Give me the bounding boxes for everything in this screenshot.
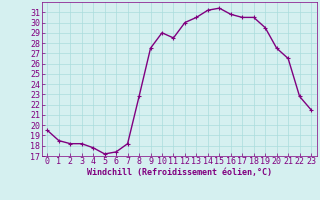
X-axis label: Windchill (Refroidissement éolien,°C): Windchill (Refroidissement éolien,°C) [87,168,272,177]
